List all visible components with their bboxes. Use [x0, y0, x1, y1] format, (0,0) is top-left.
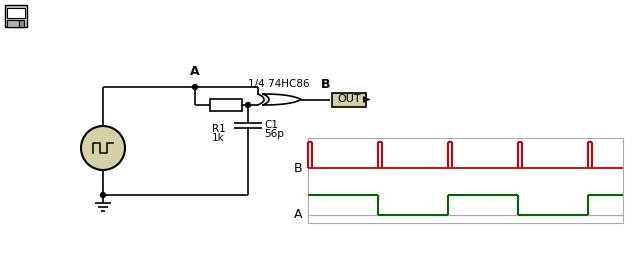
Text: 1/4 74HC86: 1/4 74HC86: [248, 79, 310, 89]
Text: A: A: [190, 65, 200, 78]
Bar: [210, 99, 242, 111]
Text: C1: C1: [264, 120, 278, 130]
Bar: [5, 5, 27, 27]
Text: OUT: OUT: [337, 95, 361, 104]
Bar: [332, 92, 366, 106]
Text: B: B: [293, 162, 302, 174]
Circle shape: [81, 126, 125, 170]
Circle shape: [193, 85, 198, 90]
Bar: [19, 20, 24, 27]
Bar: [308, 138, 623, 223]
Text: B: B: [321, 78, 331, 90]
Text: A: A: [294, 209, 302, 221]
Text: 1k: 1k: [212, 133, 225, 143]
Text: 56p: 56p: [264, 129, 284, 139]
Text: R1: R1: [212, 124, 226, 134]
Circle shape: [246, 102, 250, 108]
Bar: [7, 20, 23, 27]
Circle shape: [100, 193, 106, 197]
Bar: [7, 8, 25, 18]
